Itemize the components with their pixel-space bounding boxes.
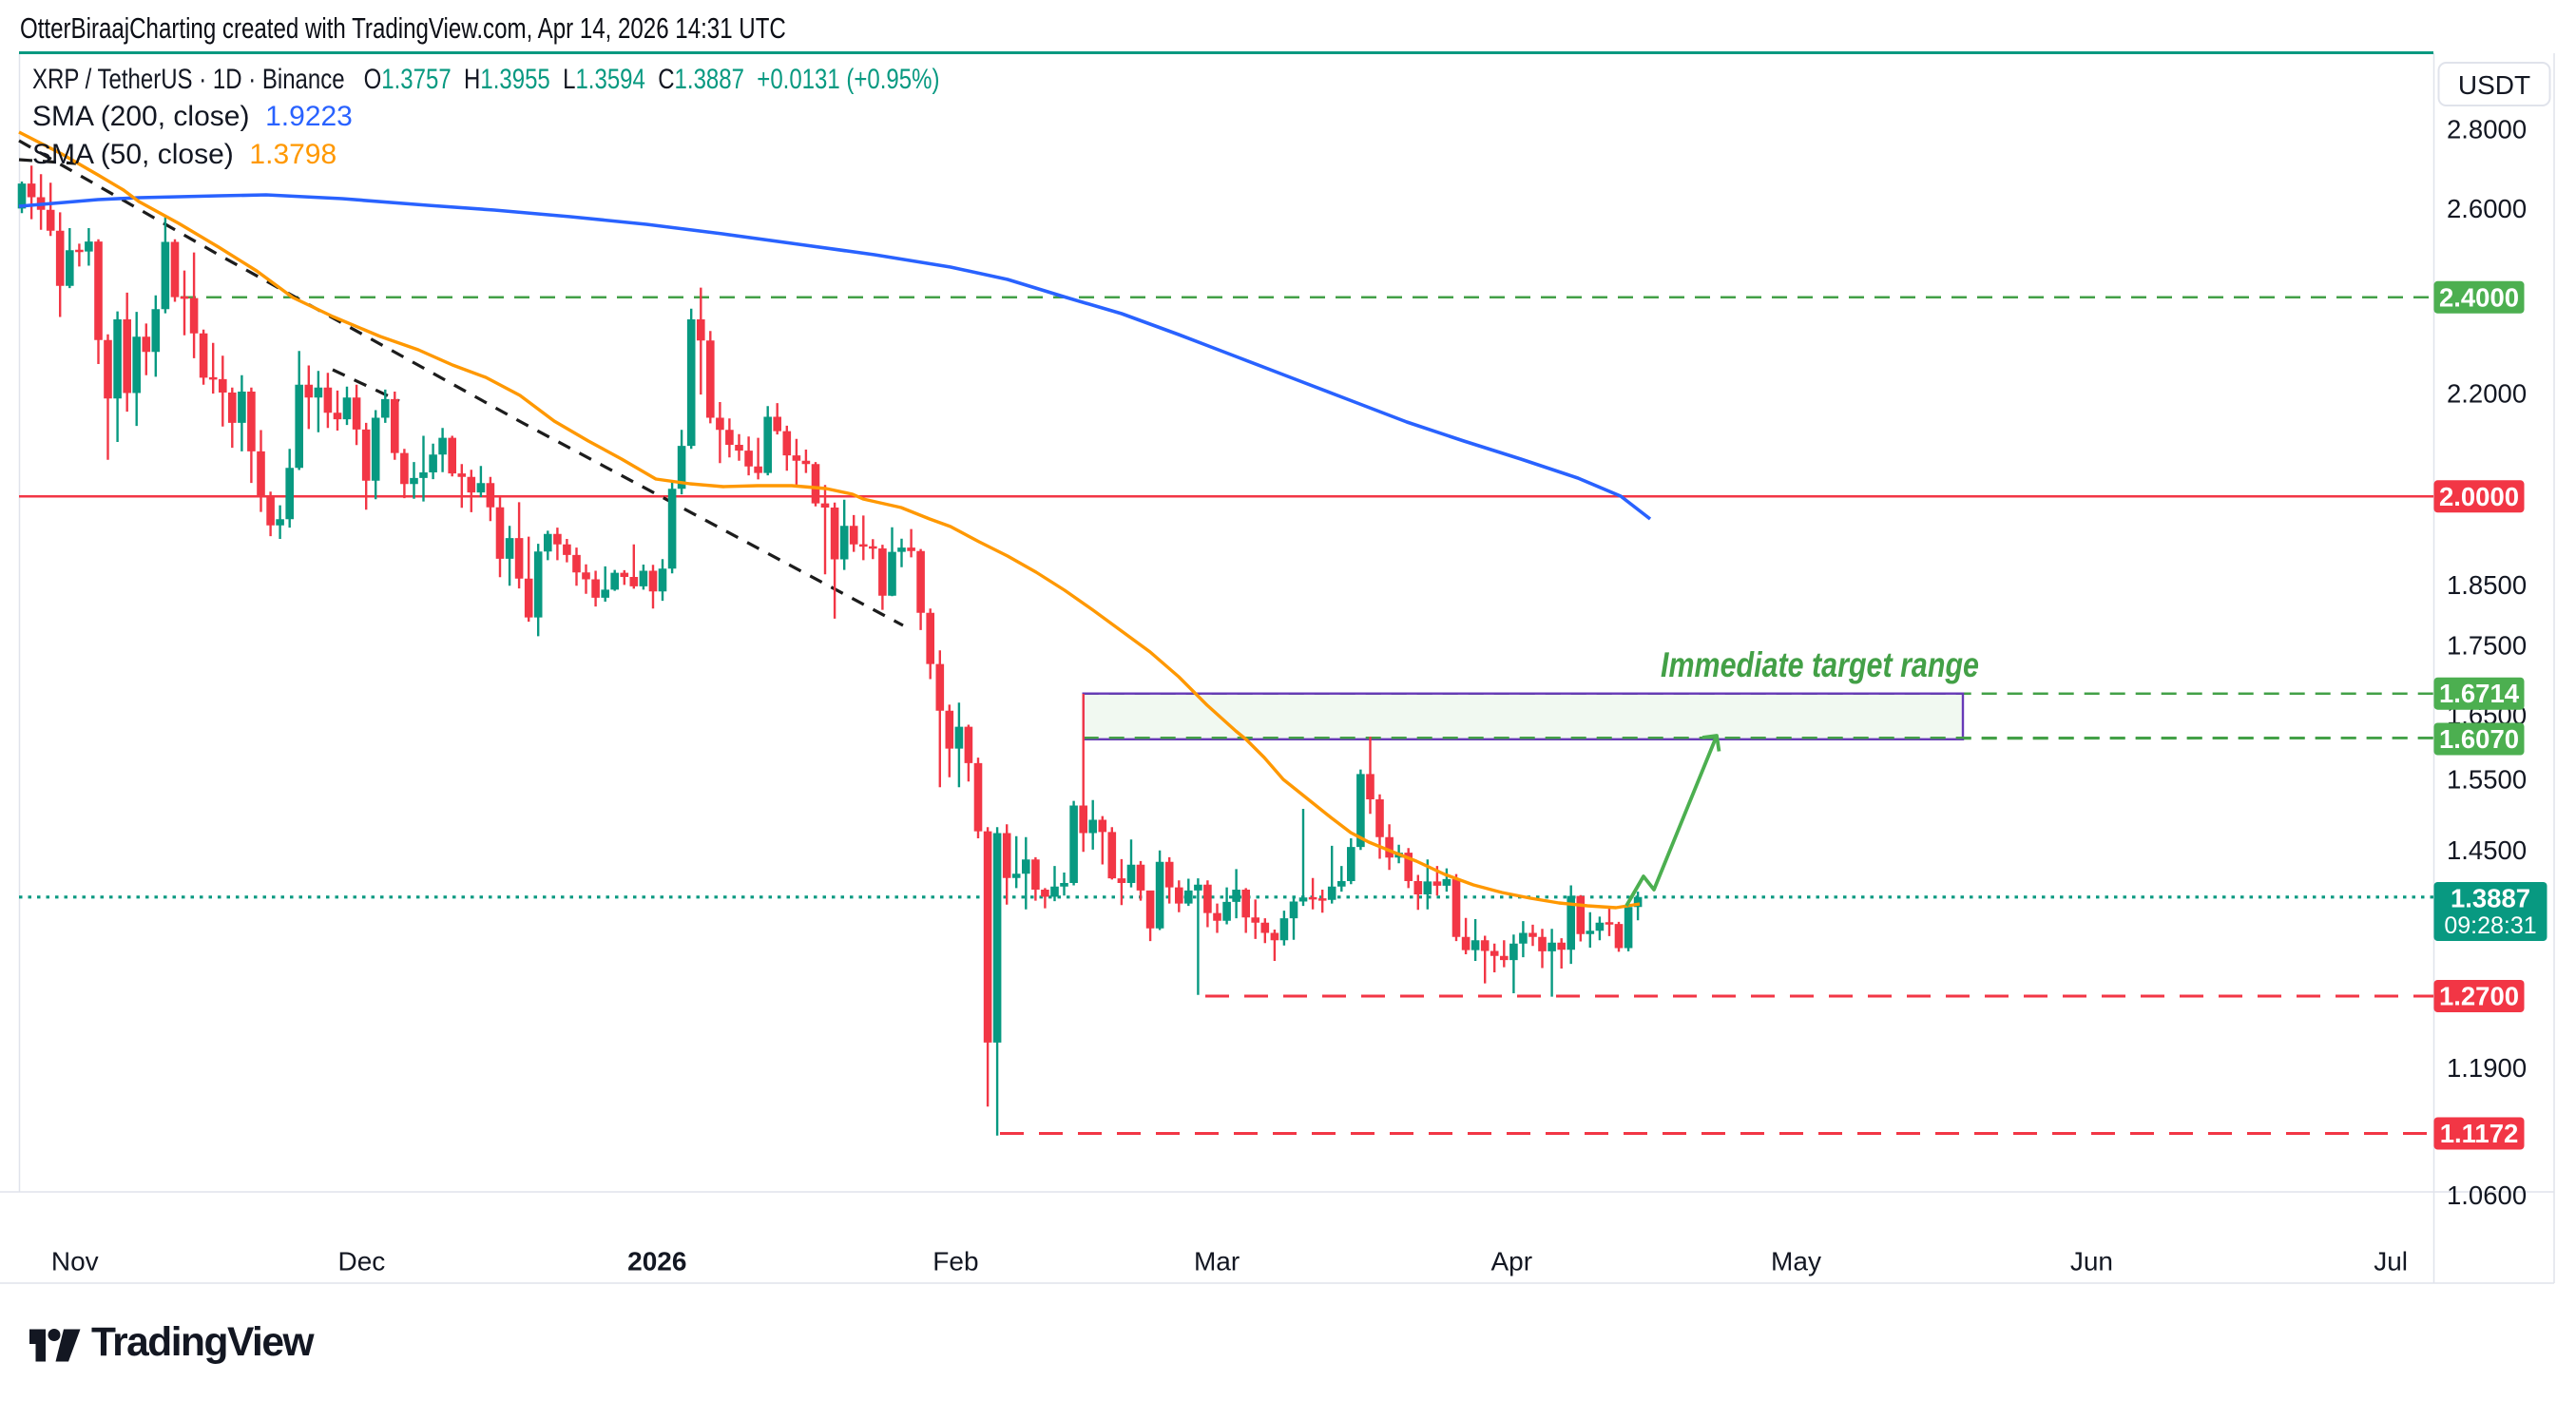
svg-text:Mar: Mar <box>1194 1247 1240 1276</box>
svg-text:Jul: Jul <box>2374 1247 2408 1276</box>
svg-text:USDT: USDT <box>2458 70 2530 100</box>
svg-text:Nov: Nov <box>51 1247 99 1276</box>
svg-text:1.6714: 1.6714 <box>2439 679 2520 708</box>
svg-text:1.0600: 1.0600 <box>2447 1180 2527 1210</box>
svg-text:2.4000: 2.4000 <box>2439 282 2519 312</box>
svg-text:TradingView: TradingView <box>91 1320 316 1365</box>
svg-text:2.2000: 2.2000 <box>2447 378 2527 408</box>
svg-text:Jun: Jun <box>2070 1247 2113 1276</box>
svg-text:1.7500: 1.7500 <box>2447 631 2527 661</box>
svg-text:1.6070: 1.6070 <box>2439 724 2519 754</box>
svg-text:Dec: Dec <box>338 1247 386 1276</box>
svg-text:Immediate target range: Immediate target range <box>1661 645 1979 684</box>
svg-text:1.1172: 1.1172 <box>2440 1119 2519 1148</box>
svg-text:2.0000: 2.0000 <box>2439 482 2519 511</box>
svg-text:1.4500: 1.4500 <box>2447 835 2527 865</box>
svg-text:Feb: Feb <box>932 1247 978 1276</box>
svg-text:09:28:31: 09:28:31 <box>2444 912 2536 939</box>
svg-text:1.1900: 1.1900 <box>2447 1053 2527 1083</box>
svg-text:May: May <box>1771 1247 1821 1276</box>
svg-text:2026: 2026 <box>627 1247 686 1276</box>
svg-text:2.8000: 2.8000 <box>2447 114 2527 144</box>
svg-text:2.6000: 2.6000 <box>2447 194 2527 223</box>
svg-text:Apr: Apr <box>1491 1247 1533 1276</box>
svg-text:1.5500: 1.5500 <box>2447 764 2527 794</box>
svg-text:1.8500: 1.8500 <box>2447 570 2527 600</box>
svg-text:1.2700: 1.2700 <box>2439 982 2519 1011</box>
svg-text:1.3887: 1.3887 <box>2451 884 2530 913</box>
